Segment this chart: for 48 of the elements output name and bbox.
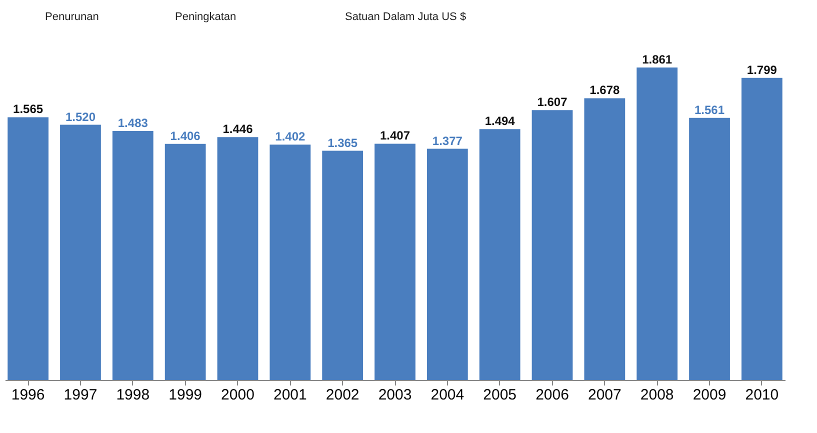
x-tick-label: 2002 — [326, 386, 360, 404]
bar — [322, 150, 364, 380]
data-label: 1.407 — [380, 128, 410, 143]
x-tick-label: 2007 — [588, 386, 622, 404]
data-label: 1.861 — [642, 52, 672, 66]
bar — [741, 78, 782, 380]
x-tick-label: 2006 — [536, 386, 569, 404]
x-tick-label: 2001 — [273, 386, 307, 404]
bar — [8, 117, 49, 380]
x-tick-label: 2003 — [378, 386, 412, 404]
bar — [164, 144, 206, 380]
bar — [426, 148, 468, 380]
bar — [479, 129, 520, 380]
data-label: 1.365 — [328, 136, 358, 150]
data-label: 1.561 — [694, 102, 725, 117]
x-tick-label: 2004 — [430, 386, 464, 404]
bar — [532, 110, 573, 380]
data-label: 1.402 — [275, 130, 306, 144]
x-tick-label: 2008 — [640, 386, 674, 404]
x-tick-label: 2009 — [692, 386, 726, 404]
data-label: 1.799 — [746, 62, 778, 77]
data-label: 1.494 — [484, 114, 516, 128]
data-label: 1.520 — [65, 110, 96, 124]
x-tick-label: 2000 — [221, 386, 254, 404]
x-tick-label: 2010 — [745, 386, 779, 404]
bar — [374, 144, 416, 380]
data-label: 1.483 — [118, 116, 148, 130]
data-label: 1.565 — [13, 102, 44, 116]
data-label: 1.446 — [222, 122, 254, 136]
bar — [689, 118, 730, 380]
x-tick-label: 1996 — [11, 386, 45, 404]
data-label: 1.678 — [590, 83, 620, 98]
x-tick-label: 1998 — [116, 386, 150, 404]
bar — [60, 124, 101, 380]
data-label: 1.377 — [432, 134, 463, 148]
text: Peningkatan — [175, 11, 236, 23]
bar — [270, 144, 311, 380]
text: Penurunan — [45, 11, 99, 23]
data-label: 1.607 — [537, 95, 568, 110]
x-tick-label: 2005 — [483, 386, 517, 404]
bar — [112, 130, 154, 380]
bar — [636, 68, 678, 380]
bar — [584, 98, 626, 380]
bar — [217, 137, 258, 380]
x-tick-label: 1997 — [64, 386, 98, 404]
text: Satuan Dalam Juta US $ — [345, 11, 466, 23]
data-label: 1.406 — [170, 128, 201, 143]
x-tick-label: 1999 — [168, 386, 202, 404]
